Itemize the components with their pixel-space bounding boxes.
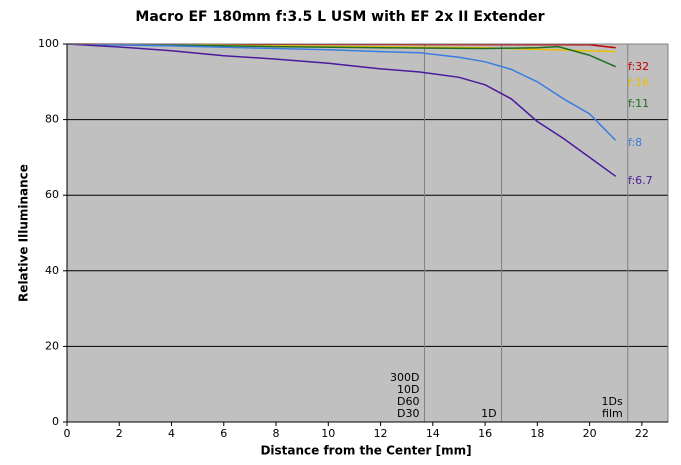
series-line (66, 43, 617, 68)
x-tick-label: 6 (220, 427, 227, 440)
x-tick-label: 8 (273, 427, 280, 440)
series-line (66, 43, 617, 177)
sensor-label: 1Ds (602, 395, 623, 408)
series-label: f:6.7 (628, 174, 653, 187)
x-tick-label: 18 (530, 427, 544, 440)
series-label: f:11 (628, 97, 649, 110)
x-tick-label: 14 (426, 427, 440, 440)
x-tick-label: 4 (168, 427, 175, 440)
series-label: f:8 (628, 136, 642, 149)
sensor-label: 1D (481, 407, 496, 420)
y-tick-label: 20 (45, 339, 59, 352)
y-tick-label: 80 (45, 113, 59, 126)
series-label: f:16 (628, 76, 649, 89)
sensor-label: D60 (397, 395, 419, 408)
sensor-label: 300D (390, 371, 419, 384)
plot-area (67, 44, 668, 422)
y-axis-label: Relative Illuminance (17, 164, 31, 302)
sensor-label: 10D (397, 383, 419, 396)
y-tick-label: 0 (52, 415, 59, 428)
x-tick-label: 16 (478, 427, 492, 440)
x-tick-label: 0 (64, 427, 71, 440)
x-tick-label: 12 (374, 427, 388, 440)
x-axis-label: Distance from the Center [mm] (260, 444, 471, 458)
series-label: f:32 (628, 60, 649, 73)
x-tick-label: 2 (116, 427, 123, 440)
x-tick-label: 10 (321, 427, 335, 440)
series-line (66, 43, 617, 141)
x-tick-label: 22 (635, 427, 649, 440)
x-tick-label: 20 (583, 427, 597, 440)
sensor-label: D30 (397, 407, 419, 420)
y-tick-label: 60 (45, 188, 59, 201)
chart-title: Macro EF 180mm f:3.5 L USM with EF 2x II… (135, 9, 544, 25)
y-tick-label: 40 (45, 264, 59, 277)
sensor-label: film (602, 407, 623, 420)
y-tick-label: 100 (38, 37, 59, 50)
